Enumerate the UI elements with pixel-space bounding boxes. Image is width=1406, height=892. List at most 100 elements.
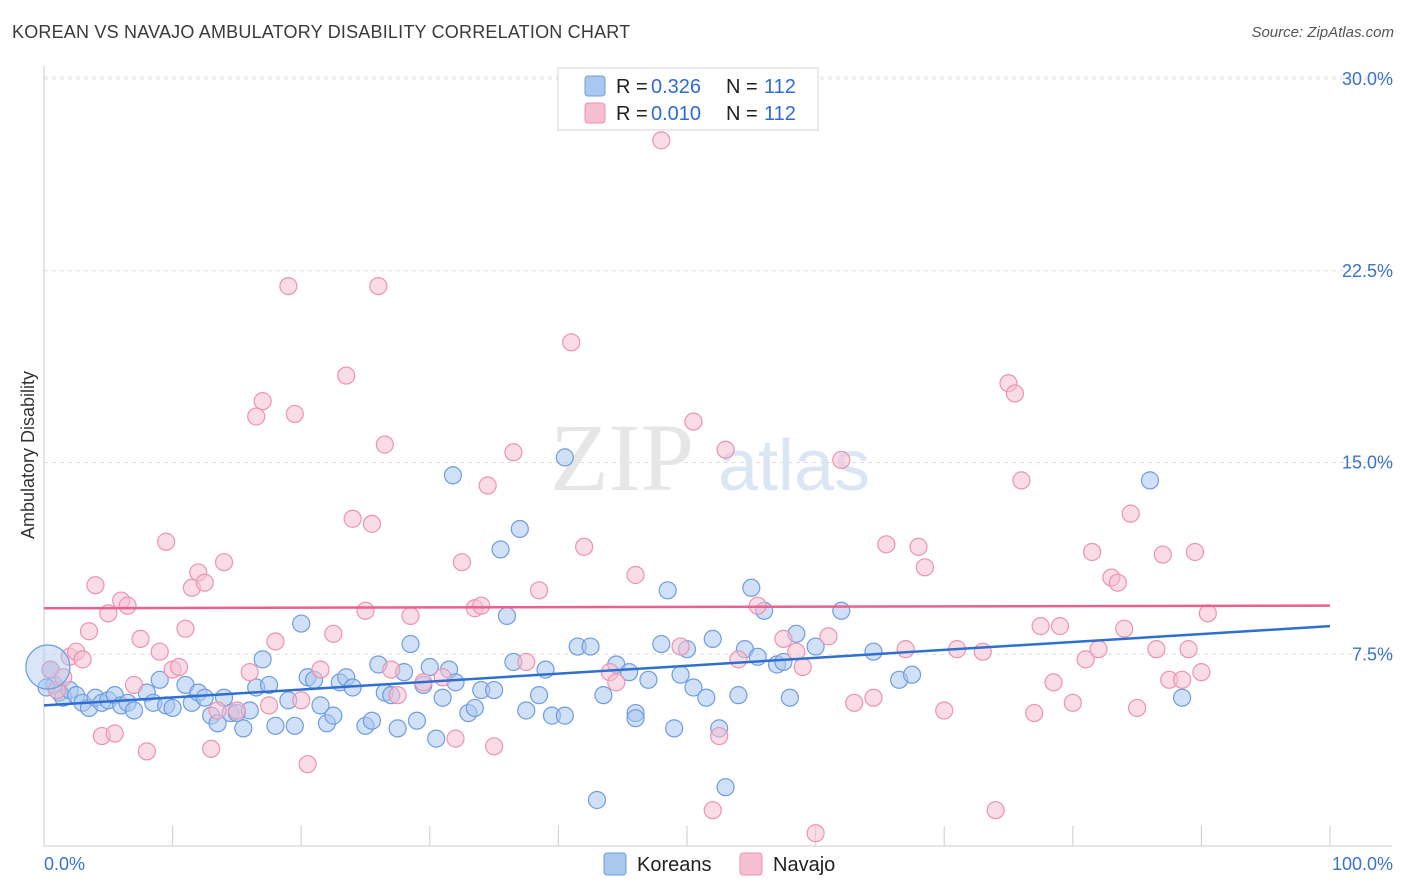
korean-point-92 [703,629,722,649]
watermark: ZIP atlas [550,404,870,511]
korean-point-71 [530,686,549,705]
navajo-point-98 [1089,640,1108,659]
korean-point-23 [195,688,214,707]
y-axis-label: Ambulatory Disability [18,371,38,539]
korean-point-56 [420,657,439,677]
navajo-point-77 [832,450,851,470]
navajo-point-83 [915,558,935,577]
korean-trend-line [43,624,1331,707]
korean-point-83 [626,709,645,728]
navajo-point-94 [1050,617,1070,636]
legend-swatch-koreans [584,75,606,97]
navajo-point-108 [1179,640,1198,659]
navajo-point-105 [1153,545,1172,564]
navajo-point-58 [530,581,549,600]
navajo-point-33 [279,276,298,296]
navajo-point-42 [362,514,382,533]
navajo-point-76 [819,627,838,646]
navajo-point-13 [124,675,144,695]
korean-point-70 [517,701,536,720]
y-tick-label-2: 22.5% [1342,261,1393,281]
y-tick-label-3: 30.0% [1342,69,1393,89]
navajo-point-51 [452,553,472,572]
navajo-point-103 [1127,698,1147,718]
navajo-point-62 [607,673,626,692]
navajo-point-17 [157,532,176,551]
navajo-point-37 [311,660,330,679]
korean-point-75 [555,448,574,467]
navajo-point-6 [79,622,99,641]
korean-point-106 [864,642,883,661]
korean-point-63 [465,698,484,718]
navajo-point-66 [684,412,703,431]
navajo-point-104 [1147,640,1166,659]
navajo-point-60 [575,537,594,556]
navajo-point-10 [105,724,124,743]
y-tick-label-1: 15.0% [1342,453,1393,473]
x-tick-label-100: 100.0% [1332,854,1393,874]
legend-n-value-koreans: 112 [764,76,796,98]
navajo-point-96 [1076,650,1095,669]
navajo-point-57 [517,652,536,672]
navajo-point-87 [986,801,1005,820]
navajo-trend-line [43,604,1331,610]
navajo-point-38 [324,624,343,643]
navajo-point-47 [401,606,420,626]
korean-point-108 [902,665,922,684]
navajo-point-107 [1173,670,1192,689]
navajo-point-84 [935,701,954,720]
korean-point-85 [652,634,671,654]
legend-swatch-navajo [584,102,606,124]
navajo-point-14 [131,629,150,649]
navajo-point-101 [1115,619,1134,638]
korean-point-109 [1140,471,1160,490]
korean-point-110 [1173,688,1192,707]
navajo-point-91 [1025,703,1044,723]
bottom-legend-label-navajo: Navajo [773,854,835,876]
korean-point-54 [407,711,427,730]
chart-title: KOREAN VS NAVAJO AMBULATORY DISABILITY C… [12,22,631,42]
navajo-point-102 [1121,504,1140,523]
korean-point-29 [234,719,253,738]
legend-r-value-koreans: 0.326 [651,76,701,98]
navajo-point-2 [54,668,73,687]
korean-point-86 [658,581,677,600]
korean-point-17 [150,670,169,689]
navajo-point-79 [864,688,883,707]
navajo-point-32 [266,632,285,651]
navajo-point-7 [86,576,105,595]
navajo-point-78 [845,693,864,712]
korean-point-74 [555,706,574,725]
korean-point-65 [485,680,504,700]
korean-point-57 [427,729,446,748]
navajo-point-30 [253,392,272,411]
navajo-point-65 [671,637,690,656]
korean-point-34 [266,716,285,735]
navajo-point-92 [1031,617,1050,636]
navajo-point-20 [176,619,195,638]
navajo-point-70 [729,650,748,669]
navajo-point-43 [369,276,388,296]
navajo-point-93 [1044,673,1063,692]
navajo-point-64 [652,131,671,150]
korean-point-102 [780,688,799,707]
legend-r-label-koreans: R = [616,76,648,98]
navajo-point-53 [472,596,491,615]
navajo-point-34 [285,404,304,424]
korean-point-97 [742,578,761,597]
navajo-point-86 [973,642,992,661]
navajo-point-19 [169,657,189,677]
x-tick-label-0: 0.0% [44,854,85,874]
y-tick-label-0: 7.5% [1352,644,1393,664]
korean-point-84 [639,670,658,689]
navajo-point-75 [806,824,825,843]
navajo-point-50 [446,729,465,748]
korean-point-95 [729,686,748,705]
korean-point-19 [163,698,182,718]
navajo-point-40 [343,509,362,528]
korean-point-14 [124,701,144,720]
navajo-point-74 [793,657,812,677]
navajo-point-68 [710,726,729,746]
navajo-point-97 [1082,542,1102,562]
navajo-point-109 [1185,542,1205,562]
